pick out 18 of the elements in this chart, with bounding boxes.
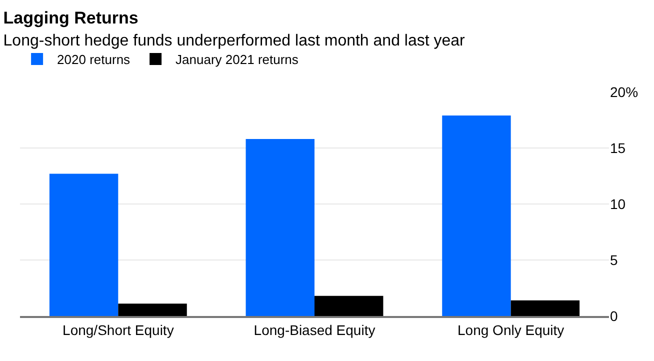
chart-subtitle: Long-short hedge funds underperformed last month and last year <box>3 32 466 50</box>
x-tick-label: Long/Short Equity <box>62 322 174 338</box>
chart-title: Lagging Returns <box>3 8 138 28</box>
x-tick-label: Long-Biased Equity <box>254 322 376 338</box>
y-tick-label: 10 <box>610 196 626 212</box>
bar <box>118 304 187 316</box>
bar <box>442 116 511 316</box>
legend-label: 2020 returns <box>57 52 131 68</box>
bar <box>510 300 580 316</box>
legend-label: January 2021 returns <box>176 52 299 68</box>
y-tick-label: 5 <box>610 252 618 268</box>
bar <box>49 174 118 316</box>
x-tick-label: Long Only Equity <box>458 322 564 338</box>
y-tick-label: 0 <box>610 308 618 324</box>
y-tick-label: 15 <box>610 140 626 156</box>
bar <box>246 139 314 316</box>
bar <box>314 296 384 316</box>
y-tick-label: 20% <box>610 84 638 100</box>
